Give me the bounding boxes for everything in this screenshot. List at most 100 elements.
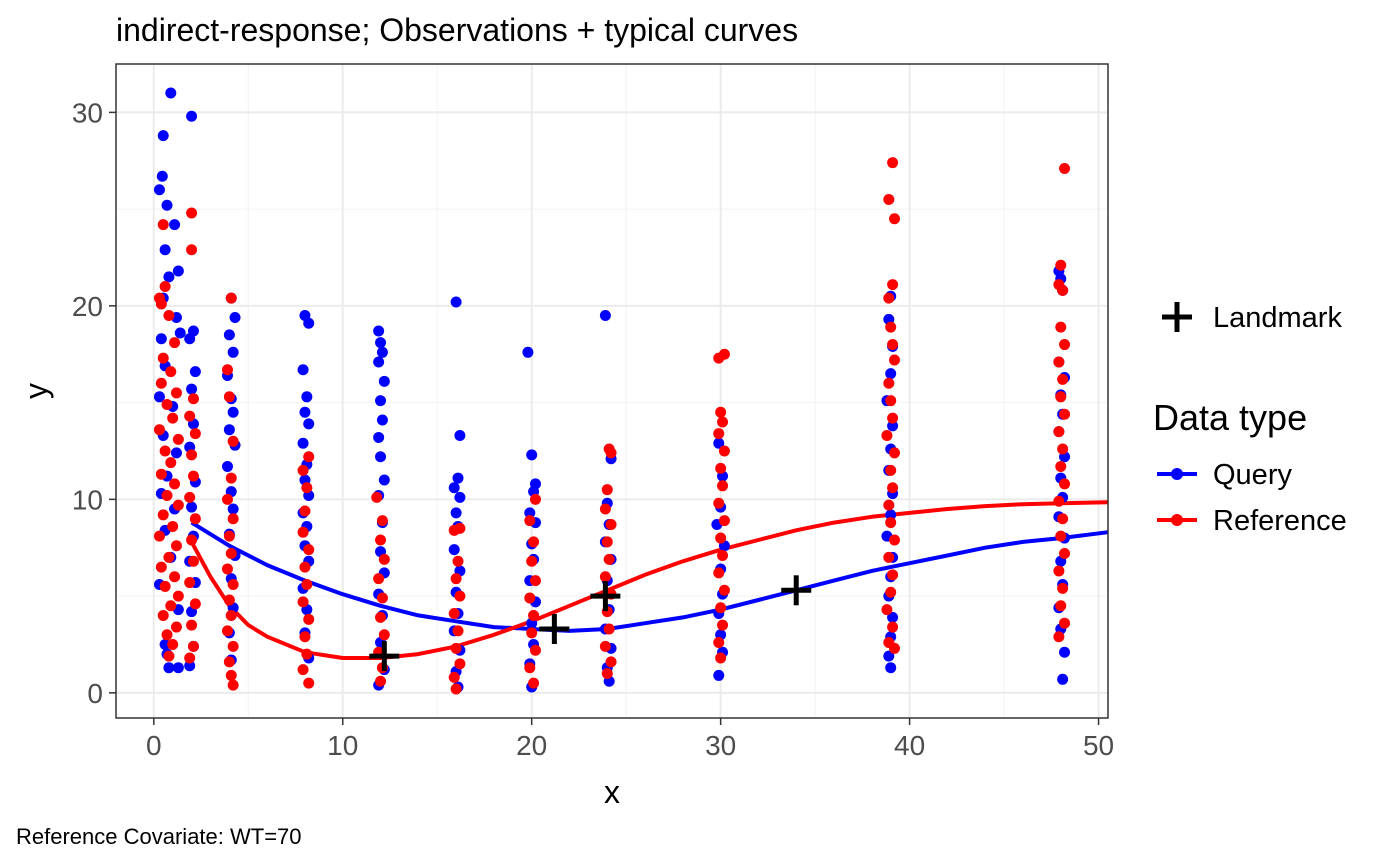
query-point-186 [1059, 646, 1071, 658]
reference-point-9 [170, 387, 182, 399]
reference-point-178 [1059, 339, 1071, 351]
reference-point-119 [599, 503, 611, 515]
reference-point-143 [718, 584, 730, 596]
query-point-167 [883, 650, 895, 662]
reference-point-64 [221, 625, 233, 637]
reference-point-7 [165, 366, 177, 378]
query-point-3 [161, 199, 173, 211]
query-point-187 [1057, 673, 1069, 685]
reference-point-173 [1059, 162, 1071, 174]
query-point-66 [299, 406, 311, 418]
query-point-83 [373, 356, 385, 368]
reference-point-108 [526, 555, 538, 567]
reference-point-135 [718, 445, 730, 457]
reference-point-136 [715, 462, 727, 474]
landmark-marker-2 [590, 581, 621, 612]
reference-point-76 [301, 578, 313, 590]
reference-point-95 [448, 524, 460, 536]
reference-point-151 [887, 279, 899, 291]
reference-point-93 [375, 675, 387, 687]
reference-point-30 [157, 609, 169, 621]
reference-point-16 [155, 468, 167, 480]
query-point-106 [448, 544, 460, 556]
legend-query-dot [1171, 468, 1183, 480]
reference-point-46 [184, 577, 196, 589]
reference-point-169 [881, 604, 893, 616]
y-axis-title: y [18, 383, 54, 399]
x-tick-label-5: 50 [1083, 730, 1114, 761]
grid-lines [116, 64, 1108, 718]
query-point-68 [297, 437, 309, 449]
reference-point-67 [225, 669, 237, 681]
reference-point-153 [885, 321, 897, 333]
reference-point-17 [169, 478, 181, 490]
reference-point-40 [186, 449, 198, 461]
reference-point-179 [1053, 356, 1065, 368]
query-point-14 [153, 391, 165, 403]
reference-point-58 [223, 530, 235, 542]
reference-point-102 [454, 658, 466, 670]
query-point-55 [227, 503, 239, 515]
reference-point-186 [1059, 478, 1071, 490]
query-point-82 [376, 346, 388, 358]
reference-point-27 [159, 580, 171, 592]
reference-point-99 [448, 608, 460, 620]
query-point-6 [169, 219, 181, 231]
reference-point-177 [1055, 321, 1067, 333]
reference-point-14 [159, 445, 171, 457]
query-point-88 [375, 451, 387, 463]
query-point-63 [303, 317, 315, 329]
query-point-46 [223, 329, 235, 341]
query-point-5 [159, 244, 171, 256]
reference-point-6 [157, 352, 169, 364]
query-point-80 [373, 325, 385, 337]
reference-point-11 [167, 412, 179, 424]
reference-point-183 [1053, 426, 1065, 438]
reference-point-65 [227, 640, 239, 652]
reference-point-176 [1057, 284, 1069, 296]
reference-point-25 [155, 561, 167, 573]
reference-point-101 [450, 642, 462, 654]
query-point-89 [378, 474, 390, 486]
reference-point-29 [165, 600, 177, 612]
reference-point-50 [184, 652, 196, 664]
reference-point-159 [881, 430, 893, 442]
x-tick-label-4: 40 [894, 730, 925, 761]
reference-point-131 [718, 348, 730, 360]
reference-point-85 [375, 534, 387, 546]
reference-point-69 [303, 451, 315, 463]
legend: Landmark Data type Query Reference [1153, 302, 1347, 537]
query-point-104 [450, 507, 462, 519]
query-point-37 [186, 501, 198, 513]
reference-point-103 [448, 671, 460, 683]
query-point-17 [170, 447, 182, 459]
reference-point-185 [1055, 460, 1067, 472]
reference-point-150 [888, 213, 900, 225]
query-point-32 [189, 366, 201, 378]
x-tick-label-1: 10 [327, 730, 358, 761]
reference-point-122 [603, 553, 615, 565]
reference-point-13 [172, 433, 184, 445]
reference-point-106 [524, 515, 536, 527]
query-point-4 [165, 87, 177, 99]
reference-point-51 [225, 292, 237, 304]
reference-point-75 [299, 561, 311, 573]
query-point-47 [227, 346, 239, 358]
reference-point-164 [885, 517, 897, 529]
reference-point-84 [376, 515, 388, 527]
reference-point-146 [713, 637, 725, 649]
reference-point-8 [155, 377, 167, 389]
query-point-2 [156, 170, 168, 182]
query-point-103 [454, 491, 466, 503]
reference-point-155 [888, 354, 900, 366]
query-point-114 [522, 346, 534, 358]
y-tick-label-2: 20 [72, 291, 103, 322]
reference-point-115 [528, 677, 540, 689]
query-point-29 [186, 110, 198, 122]
reference-point-160 [888, 447, 900, 459]
reference-point-180 [1057, 373, 1069, 385]
reference-point-83 [371, 491, 383, 503]
query-point-168 [885, 662, 897, 674]
reference-point-126 [603, 623, 615, 635]
reference-point-111 [528, 609, 540, 621]
